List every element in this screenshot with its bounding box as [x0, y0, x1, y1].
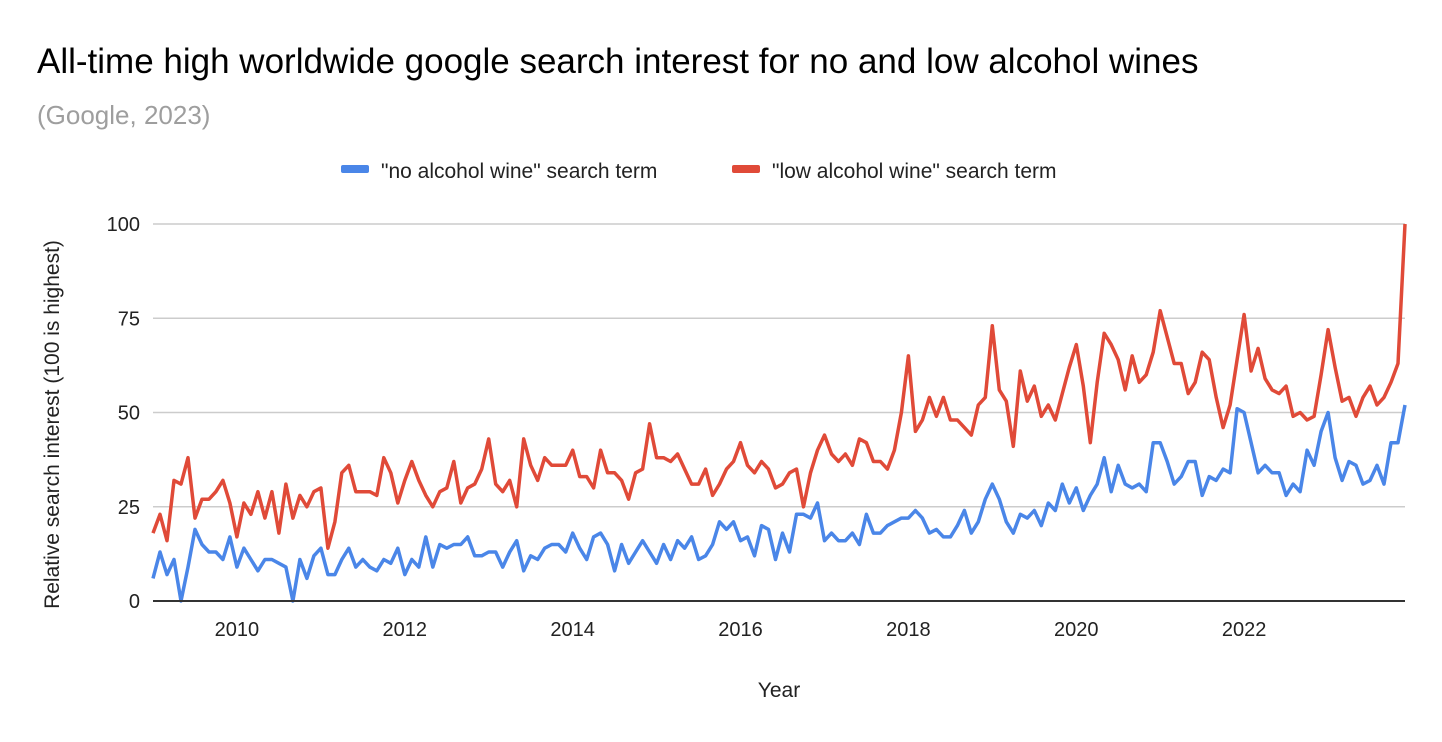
y-axis-label: Relative search interest (100 is highest…	[41, 240, 64, 609]
chart-title: All-time high worldwide google search in…	[37, 42, 1199, 81]
x-tick-label: 2010	[215, 619, 260, 641]
x-tick-label: 2014	[550, 619, 595, 641]
x-tick-label: 2022	[1222, 619, 1267, 641]
series-line-1	[151, 223, 1407, 550]
x-axis-label: Year	[758, 679, 800, 702]
chart-subtitle: (Google, 2023)	[37, 100, 211, 130]
x-tick-label: 2012	[383, 619, 428, 641]
legend-label: "low alcohol wine" search term	[772, 160, 1057, 183]
legend-swatch	[732, 165, 760, 173]
series-line-0	[151, 404, 1407, 603]
y-tick-label: 0	[129, 591, 140, 613]
y-tick-label: 25	[118, 497, 140, 519]
y-tick-label: 100	[107, 214, 140, 236]
x-tick-label: 2016	[718, 619, 763, 641]
y-tick-label: 75	[118, 308, 140, 330]
legend-swatch	[341, 165, 369, 173]
legend-label: "no alcohol wine" search term	[381, 160, 657, 183]
y-tick-label: 50	[118, 403, 140, 425]
x-tick-label: 2020	[1054, 619, 1099, 641]
x-tick-label: 2018	[886, 619, 931, 641]
